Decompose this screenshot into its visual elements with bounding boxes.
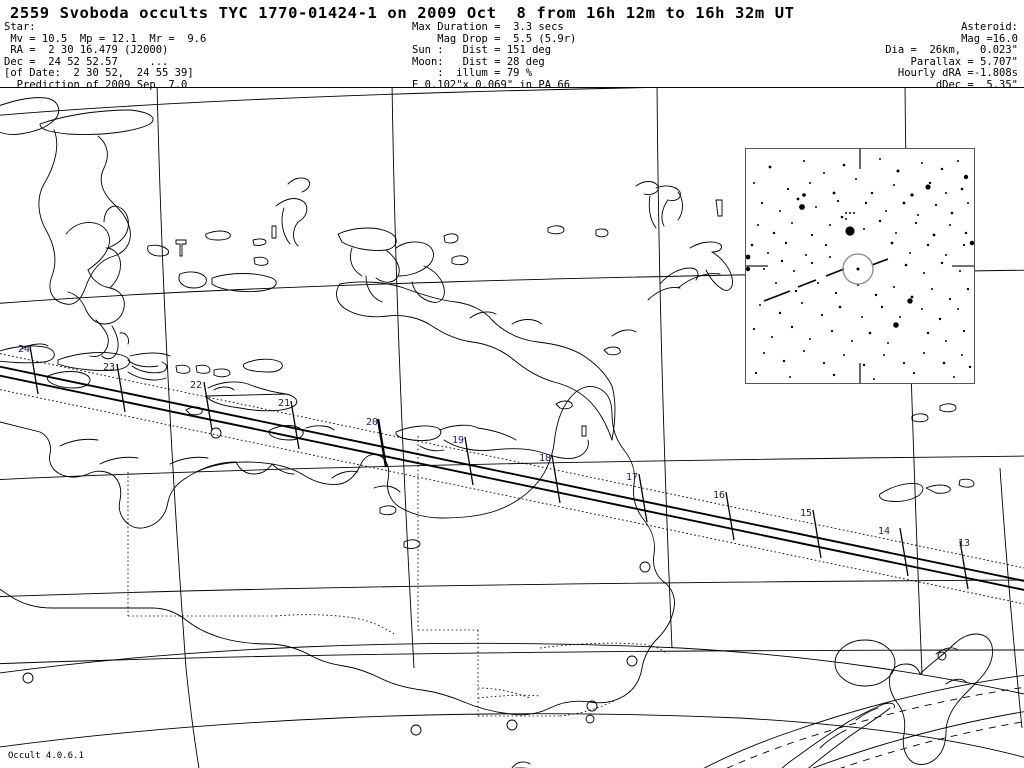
track-label: 19 (452, 435, 464, 446)
target-star-circle (842, 253, 874, 285)
track-label: 14 (878, 526, 890, 537)
city-markers (22, 427, 947, 736)
terminator-layer (0, 642, 1024, 768)
page-title: 2559 Svoboda occults TYC 1770-01424-1 on… (10, 4, 795, 22)
track-label: 23 (103, 362, 115, 373)
administrative-borders (127, 436, 669, 717)
inset-field-stars (746, 158, 974, 380)
star-info-block: Star: Mv = 10.5 Mp = 12.1 Mr = 9.6 RA = … (4, 21, 207, 91)
track-label: 13 (958, 538, 970, 549)
world-map-panel: .coast{fill:none;stroke:#000;stroke-widt… (0, 88, 1024, 768)
track-label: 16 (713, 490, 725, 501)
asteroid-info-block: Asteroid: Mag =16.0 Dia = 26km, 0.023" P… (885, 21, 1018, 91)
event-info-block: Max Duration = 3.3 secs Mag Drop = 5.5 (… (412, 21, 577, 91)
track-label: 21 (278, 398, 290, 409)
track-label: 17 (626, 472, 638, 483)
map-ellipse-feature (834, 639, 896, 687)
header-divider (0, 86, 1024, 88)
star-field-inset (745, 148, 975, 384)
software-credit: Occult 4.0.6.1 (8, 751, 84, 761)
track-label: 20 (366, 417, 378, 428)
inset-ticks (746, 149, 974, 383)
track-label: 15 (800, 508, 812, 519)
header: 2559 Svoboda occults TYC 1770-01424-1 on… (0, 0, 1024, 91)
track-label: 18 (539, 453, 551, 464)
path-time-ticks (29, 345, 969, 590)
target-star (856, 267, 860, 271)
track-label: 24 (18, 344, 30, 355)
coastline-layer (0, 97, 993, 768)
asteroid-path-dashed (763, 258, 889, 302)
track-label: 22 (190, 380, 202, 391)
path-time-labels: 24 23 22 21 20 19 18 17 16 15 14 13 (18, 344, 970, 549)
occultation-path: 24 23 22 21 20 19 18 17 16 15 14 13 (0, 344, 1024, 605)
